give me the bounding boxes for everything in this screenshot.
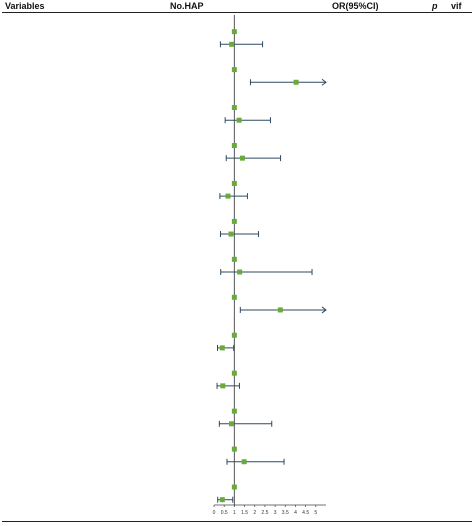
header-top-rule (2, 12, 472, 13)
or-point (241, 459, 247, 465)
ref-point (231, 332, 237, 338)
x-tick-label: 4.5 (302, 510, 309, 516)
ci-arrow (321, 78, 327, 86)
ref-point (231, 370, 237, 376)
or-point (236, 117, 242, 123)
or-point (219, 345, 225, 351)
ref-point (231, 294, 237, 300)
ref-point (231, 446, 237, 452)
ref-point (231, 67, 237, 73)
or-point (225, 193, 231, 199)
header-variables: Variables (5, 1, 45, 11)
x-tick-label: 2.5 (261, 510, 268, 516)
or-point (229, 41, 235, 47)
x-tick-label: 0.5 (221, 510, 228, 516)
x-tick-label: 3.5 (282, 510, 289, 516)
ref-point (231, 29, 237, 35)
ref-point (231, 408, 237, 414)
or-point (219, 497, 225, 503)
ref-point (231, 105, 237, 111)
x-tick-label: 2 (253, 510, 256, 516)
header-vif: vif (451, 1, 462, 11)
x-tick-label: 3 (274, 510, 277, 516)
ci-arrow (321, 306, 327, 314)
x-tick-label: 1 (233, 510, 236, 516)
header-n-hap: No.HAP (170, 1, 204, 11)
bottom-rule (2, 521, 472, 522)
or-point (237, 269, 243, 275)
ref-point (231, 484, 237, 490)
or-point (228, 231, 234, 237)
or-point (277, 307, 283, 313)
x-tick-label: 4 (294, 510, 297, 516)
or-point (293, 79, 299, 85)
ref-point (231, 256, 237, 262)
ref-point (231, 218, 237, 224)
ref-point (231, 180, 237, 186)
x-tick-label: 1.5 (241, 510, 248, 516)
or-point (239, 155, 245, 161)
header-or-ci: OR(95%CI) (332, 1, 379, 11)
x-tick-label: 5 (314, 510, 317, 516)
x-tick-label: 0 (213, 510, 216, 516)
header-p: p (432, 1, 438, 11)
or-point (229, 421, 235, 427)
ref-point (231, 143, 237, 148)
or-point (220, 383, 226, 389)
